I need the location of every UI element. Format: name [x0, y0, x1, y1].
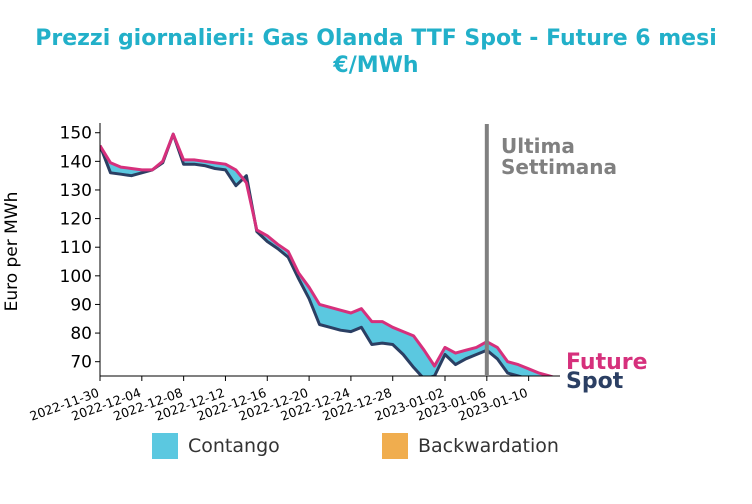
y-axis-label: Euro per MWh: [2, 192, 22, 312]
annotation-line1: Ultima: [501, 134, 575, 158]
y-tick-label: 140: [60, 152, 92, 172]
legend-label-contango: Contango: [188, 435, 280, 457]
y-tick-label: 90: [70, 295, 92, 315]
legend-item-backwardation[interactable]: Backwardation: [382, 433, 559, 459]
y-tick-label: 130: [60, 181, 92, 201]
y-tick-label: 70: [70, 353, 92, 373]
future-series-label: Future: [566, 350, 648, 375]
spot-series-label: Spot: [566, 369, 624, 394]
y-tick-label: 100: [60, 267, 92, 287]
y-tick-label: 150: [60, 124, 92, 144]
annotation-line2: Settimana: [501, 155, 617, 179]
contango-swatch: [152, 433, 178, 459]
chart-title: Prezzi giornalieri: Gas Olanda TTF Spot …: [35, 26, 717, 51]
y-tick-label: 80: [70, 324, 92, 344]
chart-subtitle: €/MWh: [333, 53, 419, 78]
legend-item-contango[interactable]: Contango: [152, 433, 280, 459]
y-tick-label: 110: [60, 238, 92, 258]
future-line: [100, 132, 556, 376]
y-tick-label: 120: [60, 210, 92, 230]
legend-label-backwardation: Backwardation: [418, 435, 559, 457]
backwardation-swatch: [382, 433, 408, 459]
contango-area: [100, 134, 550, 376]
